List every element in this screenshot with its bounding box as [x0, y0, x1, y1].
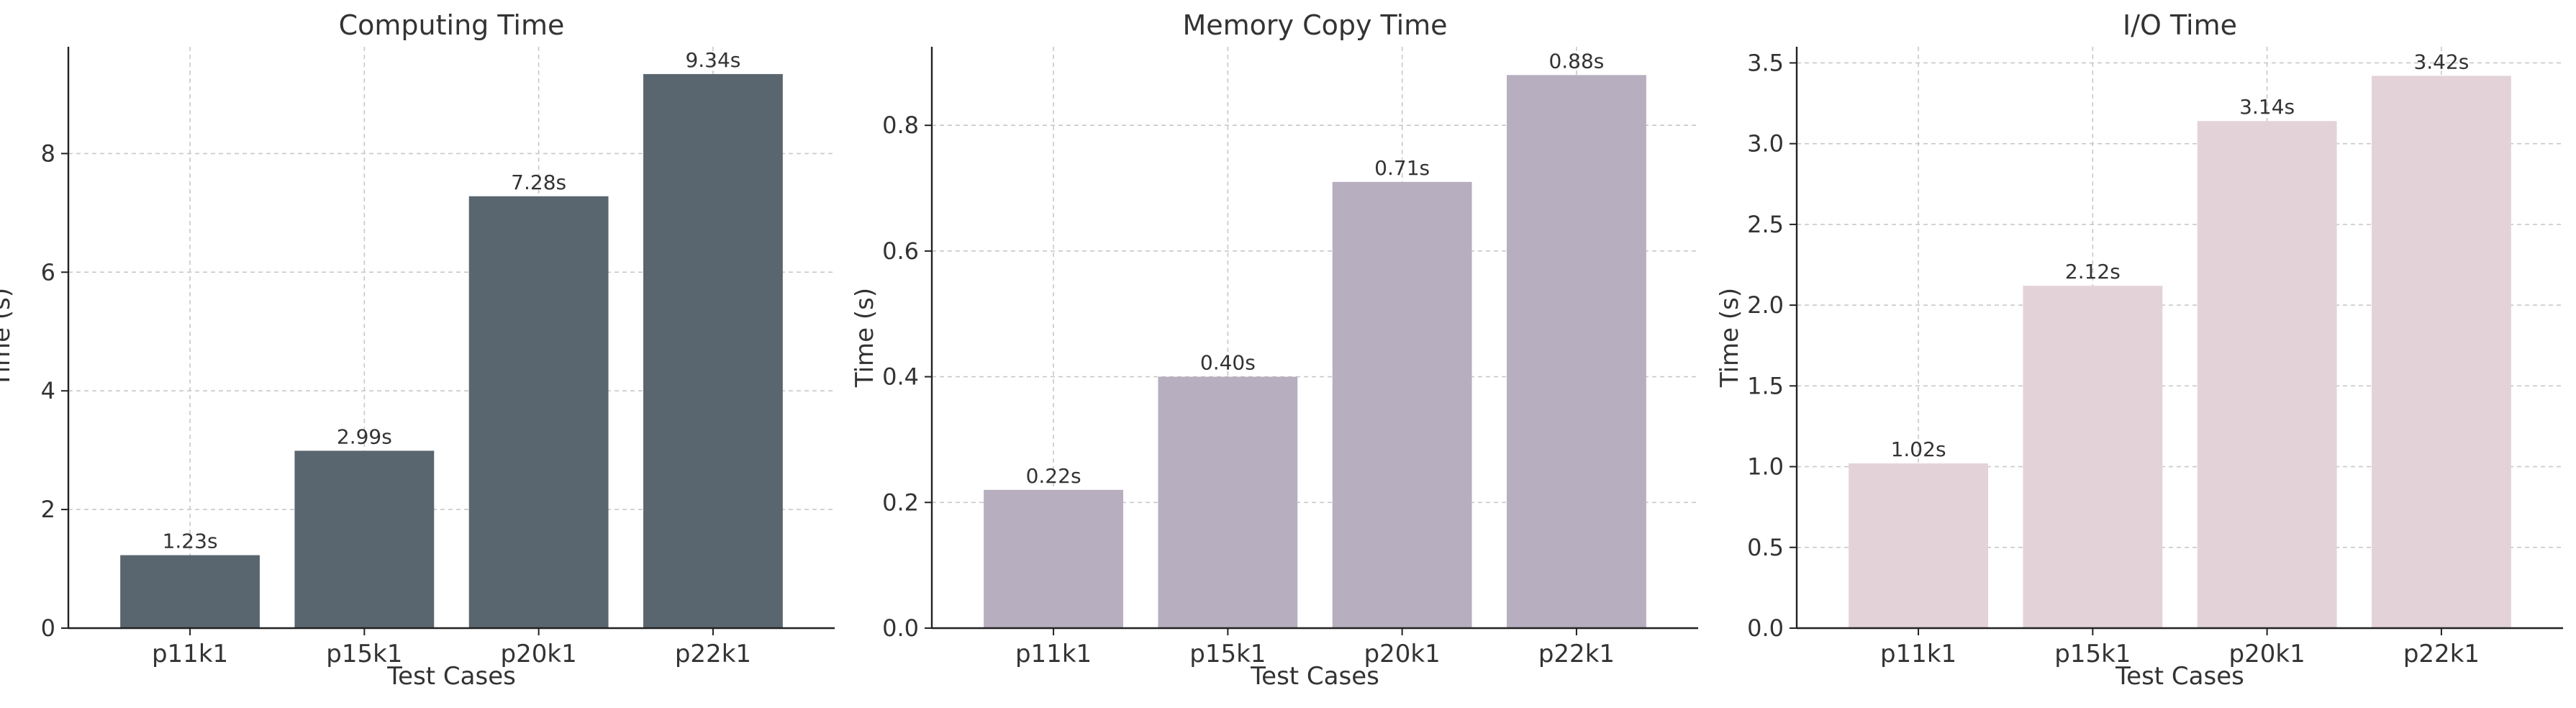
bar-p20k1	[2197, 121, 2337, 628]
x-tick-label: p20k1	[2229, 640, 2305, 668]
y-tick-label: 0.2	[882, 489, 919, 516]
data-label: 1.23s	[163, 530, 218, 553]
x-tick-label: p15k1	[326, 640, 402, 668]
data-label: 7.28s	[511, 171, 566, 194]
y-tick-label: 6	[41, 258, 55, 286]
data-label: 0.22s	[1026, 464, 1081, 488]
chart-title: Computing Time	[339, 9, 565, 41]
y-axis-label: Time (s)	[0, 288, 16, 388]
x-tick-label: p22k1	[675, 640, 751, 668]
y-axis-label: Time (s)	[851, 288, 879, 388]
bar-p22k1	[2372, 76, 2511, 628]
bar-p11k1	[984, 489, 1123, 628]
bar-p15k1	[1158, 376, 1298, 628]
data-label: 0.40s	[1200, 351, 1256, 375]
chart-panel-1: 1.23s 2.99s 7.28s 9.34s 0 2 4 6 8 p11k1 p15k1 p20k1…	[0, 9, 835, 691]
y-axis-label: Time (s)	[1715, 288, 1744, 388]
x-tick-label: p11k1	[152, 640, 228, 668]
y-tick-label: 0.0	[1747, 614, 1784, 642]
y-tick-label: 0.6	[882, 237, 919, 265]
y-tick-label: 0	[41, 614, 55, 642]
data-label: 9.34s	[685, 48, 740, 72]
data-label: 0.88s	[1548, 49, 1604, 73]
y-tick-label: 0.5	[1747, 534, 1784, 561]
x-tick-label: p15k1	[1189, 640, 1266, 668]
y-tick-label: 1.0	[1747, 453, 1784, 481]
data-label: 2.99s	[337, 425, 392, 448]
x-tick-label: p22k1	[2403, 640, 2480, 668]
chart-title: Memory Copy Time	[1182, 9, 1447, 41]
data-label: 3.42s	[2413, 50, 2469, 73]
bar-p15k1	[294, 450, 435, 628]
y-tick-label: 8	[41, 140, 55, 167]
bar-p20k1	[1332, 181, 1472, 628]
data-label: 0.71s	[1374, 156, 1430, 180]
x-tick-label: p20k1	[501, 640, 577, 668]
y-tick-label: 3.5	[1747, 49, 1784, 76]
x-axis-label: Test Cases	[2115, 662, 2244, 691]
data-label: 3.14s	[2239, 95, 2295, 119]
x-tick-label: p20k1	[1364, 640, 1441, 668]
data-label: 2.12s	[2065, 260, 2121, 283]
bar-p20k1	[468, 196, 609, 628]
y-tick-label: 4	[41, 377, 55, 404]
x-tick-label: p15k1	[2054, 640, 2131, 668]
chart-title: I/O Time	[2123, 9, 2237, 41]
bar-p22k1	[643, 73, 783, 629]
bar-p22k1	[1507, 75, 1646, 628]
y-tick-label: 0.8	[882, 112, 919, 139]
bar-p11k1	[120, 555, 260, 628]
y-tick-label: 2	[41, 496, 55, 523]
y-tick-label: 2.5	[1747, 211, 1784, 238]
x-axis-label: Test Cases	[386, 662, 516, 691]
data-label: 1.02s	[1891, 437, 1946, 461]
x-tick-label: p11k1	[1880, 640, 1956, 668]
bar-p15k1	[2023, 286, 2163, 628]
x-axis-label: Test Cases	[1250, 662, 1379, 691]
y-tick-label: 3.0	[1747, 130, 1784, 158]
chart-panel-3: 1.02s 2.12s 3.14s 3.42s 0.0 0.5 1.0 1.5 2.0 2.5 3.…	[1715, 9, 2563, 691]
bar-p11k1	[1849, 463, 1988, 628]
chart-panel-2: 0.22s 0.40s 0.71s 0.88s 0.0 0.2 0.4 0.6 0.8 p11k1…	[851, 9, 1698, 691]
x-tick-label: p22k1	[1538, 640, 1615, 668]
y-tick-label: 0.0	[882, 614, 919, 642]
y-tick-label: 0.4	[882, 363, 919, 391]
x-tick-label: p11k1	[1015, 640, 1092, 668]
y-tick-label: 1.5	[1747, 372, 1784, 399]
y-tick-label: 2.0	[1747, 291, 1784, 319]
